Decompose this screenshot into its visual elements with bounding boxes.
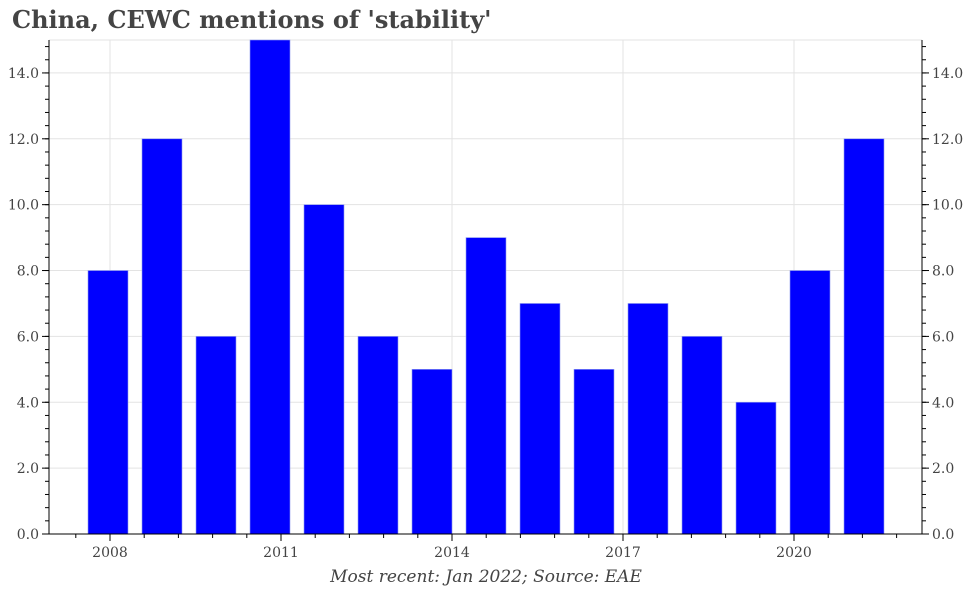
bar-2020 — [735, 401, 777, 535]
x-tick-label: 2020 — [776, 545, 812, 561]
y-tick-label-left: 2.0 — [17, 461, 39, 477]
bar-2021 — [789, 270, 831, 535]
y-tick-label-right: 2.0 — [932, 461, 954, 477]
bar-2018 — [627, 303, 669, 535]
chart-title: China, CEWC mentions of 'stability' — [12, 5, 492, 34]
y-tick-label-left: 0.0 — [17, 527, 39, 543]
bar-2015 — [465, 237, 507, 535]
y-tick-label-right: 12.0 — [932, 132, 963, 148]
bar-2019 — [681, 336, 723, 535]
y-tick-label-right: 8.0 — [932, 264, 954, 280]
y-tick-label-left: 14.0 — [8, 66, 39, 82]
chart-footnote: Most recent: Jan 2022; Source: EAE — [329, 567, 642, 587]
bar-2013 — [357, 336, 399, 535]
x-tick-label: 2011 — [263, 545, 299, 561]
bar-2009 — [141, 138, 183, 535]
bar-2014 — [411, 369, 453, 535]
bar-2022 — [843, 138, 885, 535]
y-tick-label-left: 8.0 — [17, 264, 39, 280]
y-tick-label-right: 4.0 — [932, 395, 954, 411]
bar-2008 — [87, 270, 129, 535]
y-tick-label-left: 10.0 — [8, 198, 39, 214]
x-tick-label: 2014 — [434, 545, 470, 561]
y-tick-label-right: 10.0 — [932, 198, 963, 214]
bar-2016 — [519, 303, 561, 535]
y-tick-label-right: 6.0 — [932, 329, 954, 345]
x-tick-label: 2008 — [92, 545, 128, 561]
bar-2011 — [249, 39, 291, 535]
bar-2017 — [573, 369, 615, 535]
y-tick-label-left: 4.0 — [17, 395, 39, 411]
bar-2010 — [195, 336, 237, 535]
y-tick-label-left: 6.0 — [17, 329, 39, 345]
y-tick-label-right: 14.0 — [932, 66, 963, 82]
y-tick-label-right: 0.0 — [932, 527, 954, 543]
bar-2012 — [303, 204, 345, 535]
y-tick-label-left: 12.0 — [8, 132, 39, 148]
x-tick-label: 2017 — [605, 545, 641, 561]
